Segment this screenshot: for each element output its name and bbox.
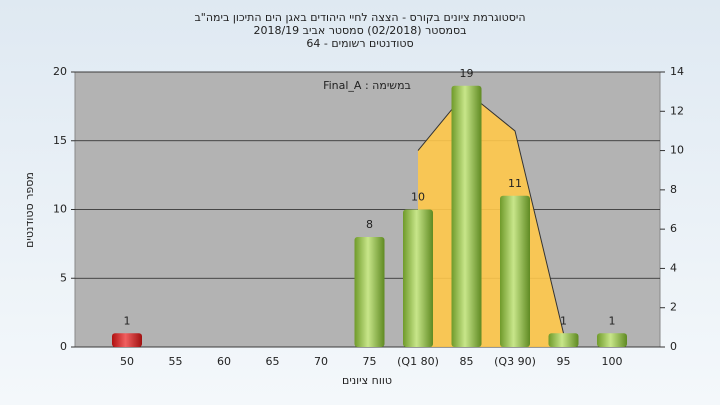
y2-tick-label: 0 (670, 340, 677, 353)
bar (451, 85, 482, 347)
y2-tick-label: 14 (670, 65, 684, 78)
data-label: 1 (560, 314, 567, 327)
y-axis-label: מספר סטודנטים (23, 172, 36, 248)
y2-tick-label: 2 (670, 301, 677, 314)
y2-tick-label: 10 (670, 144, 684, 157)
y-tick-label: 10 (53, 203, 67, 216)
x-tick-label: 65 (266, 355, 280, 368)
data-label: 19 (460, 67, 474, 80)
chart-title: היסטוגרמת ציונים בקורס - הצצה לחיי היהוד… (194, 11, 525, 24)
data-label: 1 (124, 314, 131, 327)
x-tick-label: 50 (120, 355, 134, 368)
data-label: 11 (508, 177, 522, 190)
x-tick-label: (Q3 90) (494, 355, 536, 368)
x-axis-label: טווח ציונים (342, 374, 392, 387)
chart-subtitle: סטודנטים רשומים - 64 (306, 37, 413, 50)
x-tick-label: 95 (557, 355, 571, 368)
x-tick-label: 100 (602, 355, 623, 368)
x-tick-label: 55 (169, 355, 183, 368)
data-label: 1 (609, 314, 616, 327)
x-tick-label: 60 (217, 355, 231, 368)
x-tick-label: 75 (363, 355, 377, 368)
x-tick-label: (Q1 80) (397, 355, 439, 368)
bar (548, 333, 579, 347)
bar (354, 237, 385, 347)
y-tick-label: 0 (60, 340, 67, 353)
bar (403, 209, 433, 347)
x-tick-label: 85 (460, 355, 474, 368)
bar (500, 195, 530, 347)
area-line (417, 90, 564, 334)
y2-tick-label: 8 (670, 183, 677, 196)
annotation: במשימה : Final_A (323, 79, 411, 92)
y-tick-label: 20 (53, 65, 67, 78)
x-tick-label: 70 (314, 355, 328, 368)
y2-tick-label: 12 (670, 104, 684, 117)
y2-tick-label: 6 (670, 222, 677, 235)
data-label: 10 (411, 191, 425, 204)
bar (597, 333, 627, 347)
y-tick-label: 5 (60, 271, 67, 284)
bar (112, 333, 142, 347)
y2-tick-label: 4 (670, 261, 677, 274)
y-tick-label: 15 (53, 134, 67, 147)
chart-subtitle: בסמסטר (02/2018) סמסטר אביב 2018/19 (253, 24, 466, 37)
data-label: 8 (366, 218, 373, 231)
